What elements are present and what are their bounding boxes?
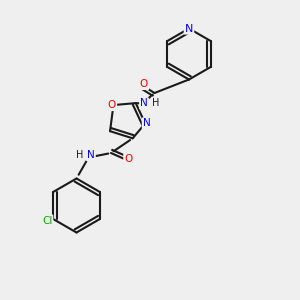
Text: N: N xyxy=(185,23,193,34)
Text: N: N xyxy=(140,98,148,109)
Text: N: N xyxy=(87,150,95,160)
Text: H: H xyxy=(76,150,84,160)
Text: Cl: Cl xyxy=(42,215,52,226)
Text: O: O xyxy=(140,79,148,89)
Text: N: N xyxy=(143,118,151,128)
Text: O: O xyxy=(124,154,133,164)
Text: O: O xyxy=(108,100,116,110)
Text: H: H xyxy=(152,98,160,108)
